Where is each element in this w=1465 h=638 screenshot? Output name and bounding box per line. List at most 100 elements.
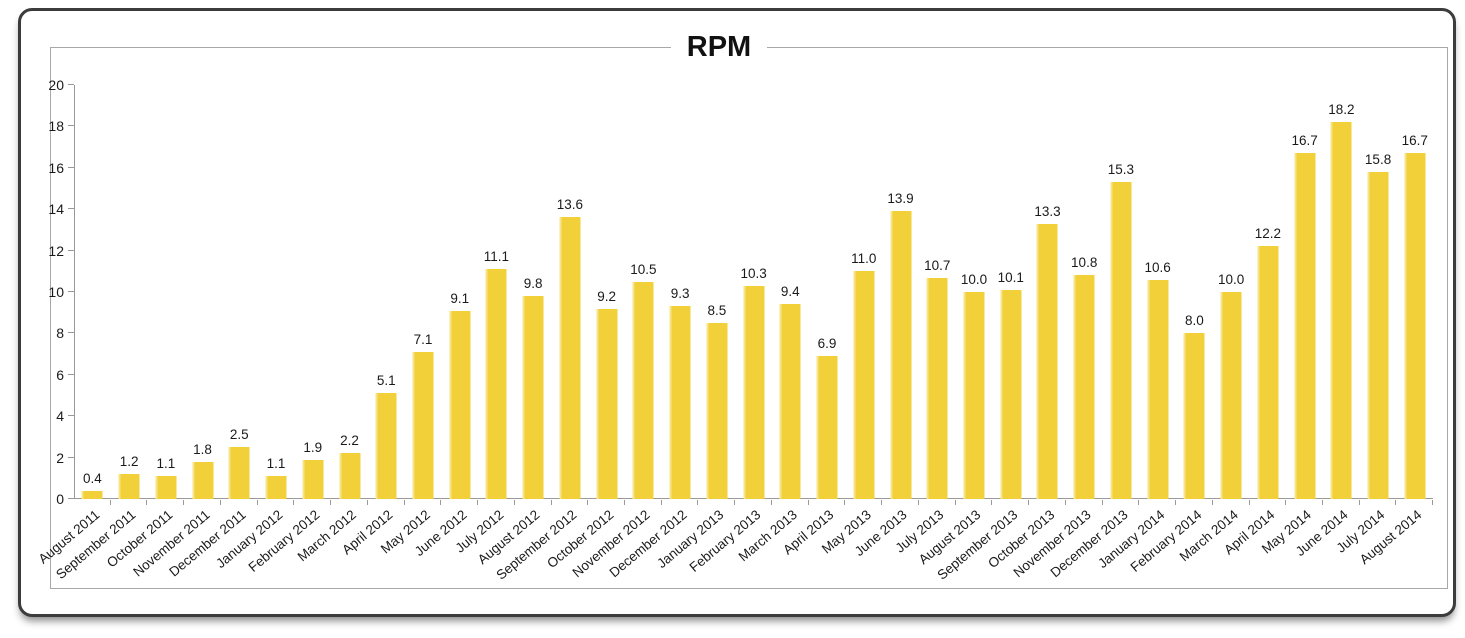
plot-area: 0 2 4 6 8 10 12 14 16 18 20 0.4 August 2011 1.2 Septe… <box>35 77 1433 583</box>
bar-value-label: 15.8 <box>1364 152 1392 167</box>
y-axis-tick-label: 0 <box>56 491 64 507</box>
chart-area: RPM 0 2 4 6 8 10 12 14 16 18 20 0.4 August 2011 1.2 S… <box>35 31 1448 589</box>
bar-value-label: 10.0 <box>960 272 988 287</box>
y-axis-tick-label: 6 <box>56 366 64 383</box>
bar-cell: 11.1 July 2012 <box>452 85 515 556</box>
bar-value-label: 12.2 <box>1254 226 1281 241</box>
y-axis-tick-label: 20 <box>48 77 64 93</box>
slide-frame: RPM 0 2 4 6 8 10 12 14 16 18 20 0.4 August 2011 1.2 S… <box>18 8 1456 617</box>
bar <box>1330 122 1352 499</box>
bar <box>559 217 581 499</box>
bar <box>1000 290 1022 499</box>
bar-cell: 7.1 May 2012 <box>378 85 442 557</box>
bar <box>669 306 691 499</box>
bar-value-label: 10.8 <box>1071 255 1098 270</box>
y-axis-tick <box>68 456 74 458</box>
bar-cell: 15.3 December 2013 <box>1047 85 1140 580</box>
bar <box>412 352 434 499</box>
bar-cell: 6.9 April 2013 <box>780 85 846 558</box>
bar-value-label: 16.7 <box>1401 133 1428 148</box>
bar-cell: 10.8 November 2013 <box>1011 85 1103 580</box>
bar-cell: 9.1 June 2012 <box>411 85 478 559</box>
bar-value-label: 13.3 <box>1034 204 1061 219</box>
y-axis-line <box>74 85 75 499</box>
bar-value-label: 10.7 <box>924 258 951 273</box>
bar-value-label: 18.2 <box>1328 102 1355 117</box>
y-axis-tick-label: 8 <box>56 325 64 342</box>
bar <box>1220 292 1242 499</box>
y-axis-tick <box>68 249 74 251</box>
bar <box>853 271 875 499</box>
bar-cell: 8.0 February 2014 <box>1127 85 1213 575</box>
bar-cell: 10.7 July 2013 <box>893 85 956 556</box>
bar-value-label: 10.0 <box>1217 272 1245 287</box>
bar-value-label: 5.1 <box>376 373 396 388</box>
bar-value-label: 13.6 <box>556 197 584 212</box>
bar <box>1073 275 1095 499</box>
bar-cell: 0.4 August 2011 <box>35 85 111 567</box>
bar <box>1036 224 1058 499</box>
y-axis-tick <box>68 373 74 375</box>
y-axis-tick-label: 4 <box>56 408 64 425</box>
chart-title-text: RPM <box>670 31 768 63</box>
bar-cell: 13.9 June 2013 <box>852 85 919 559</box>
bar <box>1367 172 1389 499</box>
bar-value-label: 10.1 <box>997 270 1024 285</box>
y-axis-tick <box>68 208 74 210</box>
bar <box>265 476 287 499</box>
y-axis-tick-label: 2 <box>56 449 64 466</box>
bar-value-label: 8.5 <box>707 303 727 318</box>
bar <box>779 304 801 499</box>
bar-value-label: 6.9 <box>817 336 837 351</box>
bar-cell: 9.3 December 2012 <box>607 85 699 580</box>
bar-value-label: 16.7 <box>1291 133 1318 148</box>
bar-value-label: 1.9 <box>303 440 323 455</box>
bar <box>339 453 360 499</box>
y-axis-tick <box>68 332 74 334</box>
bar <box>1257 246 1279 499</box>
y-axis-tick <box>68 84 74 85</box>
bar-value-label: 0.4 <box>82 471 102 486</box>
bar-cell: 1.1 October 2011 <box>104 85 184 570</box>
bar-value-label: 11.1 <box>483 249 510 264</box>
bar-cell: 16.7 August 2014 <box>1357 85 1433 567</box>
y-axis-tick <box>68 498 74 499</box>
bar <box>449 311 471 499</box>
bar-value-label: 1.2 <box>119 454 139 469</box>
y-axis-tick <box>68 291 74 292</box>
bar <box>816 356 838 499</box>
bar-cell: 9.8 August 2012 <box>475 85 552 567</box>
bar <box>81 491 103 499</box>
bar <box>1183 333 1205 499</box>
bar <box>1147 280 1169 499</box>
bar-cell: 13.3 October 2013 <box>985 85 1066 571</box>
bar-cell: 16.7 May 2014 <box>1259 85 1323 557</box>
bar-cell: 10.5 November 2012 <box>570 85 662 580</box>
bar <box>302 460 324 499</box>
bar-value-label: 1.1 <box>156 456 176 471</box>
bar <box>632 282 654 499</box>
y-axis-tick-label: 14 <box>48 201 64 218</box>
bar-cell: 15.8 July 2014 <box>1334 85 1397 556</box>
bar-cell: 13.6 September 2012 <box>493 85 589 583</box>
bar-value-label: 10.6 <box>1144 260 1171 275</box>
bar-value-label: 9.8 <box>523 276 543 291</box>
bar-cell: 1.8 November 2011 <box>130 85 221 580</box>
y-axis-tick <box>68 166 74 168</box>
bar-cell: 9.4 March 2013 <box>736 85 809 564</box>
bar-cell: 12.2 April 2014 <box>1221 85 1287 558</box>
bar-cell: 1.1 January 2012 <box>213 85 295 571</box>
bar <box>375 393 397 499</box>
bar <box>1404 153 1426 499</box>
chart-title: RPM <box>51 31 1387 64</box>
bar-value-label: 15.3 <box>1107 162 1135 177</box>
bar-cell: 5.1 April 2012 <box>340 85 405 558</box>
bar-value-label: 11.0 <box>851 251 877 266</box>
bar-value-label: 7.1 <box>413 332 433 347</box>
bar-value-label: 10.5 <box>630 262 657 277</box>
y-axis-tick-label: 12 <box>48 242 64 259</box>
bar-cell: 2.2 March 2012 <box>295 85 368 564</box>
bar-value-label: 2.2 <box>340 433 359 448</box>
bar <box>155 476 177 499</box>
y-axis-tick-label: 18 <box>48 118 64 135</box>
